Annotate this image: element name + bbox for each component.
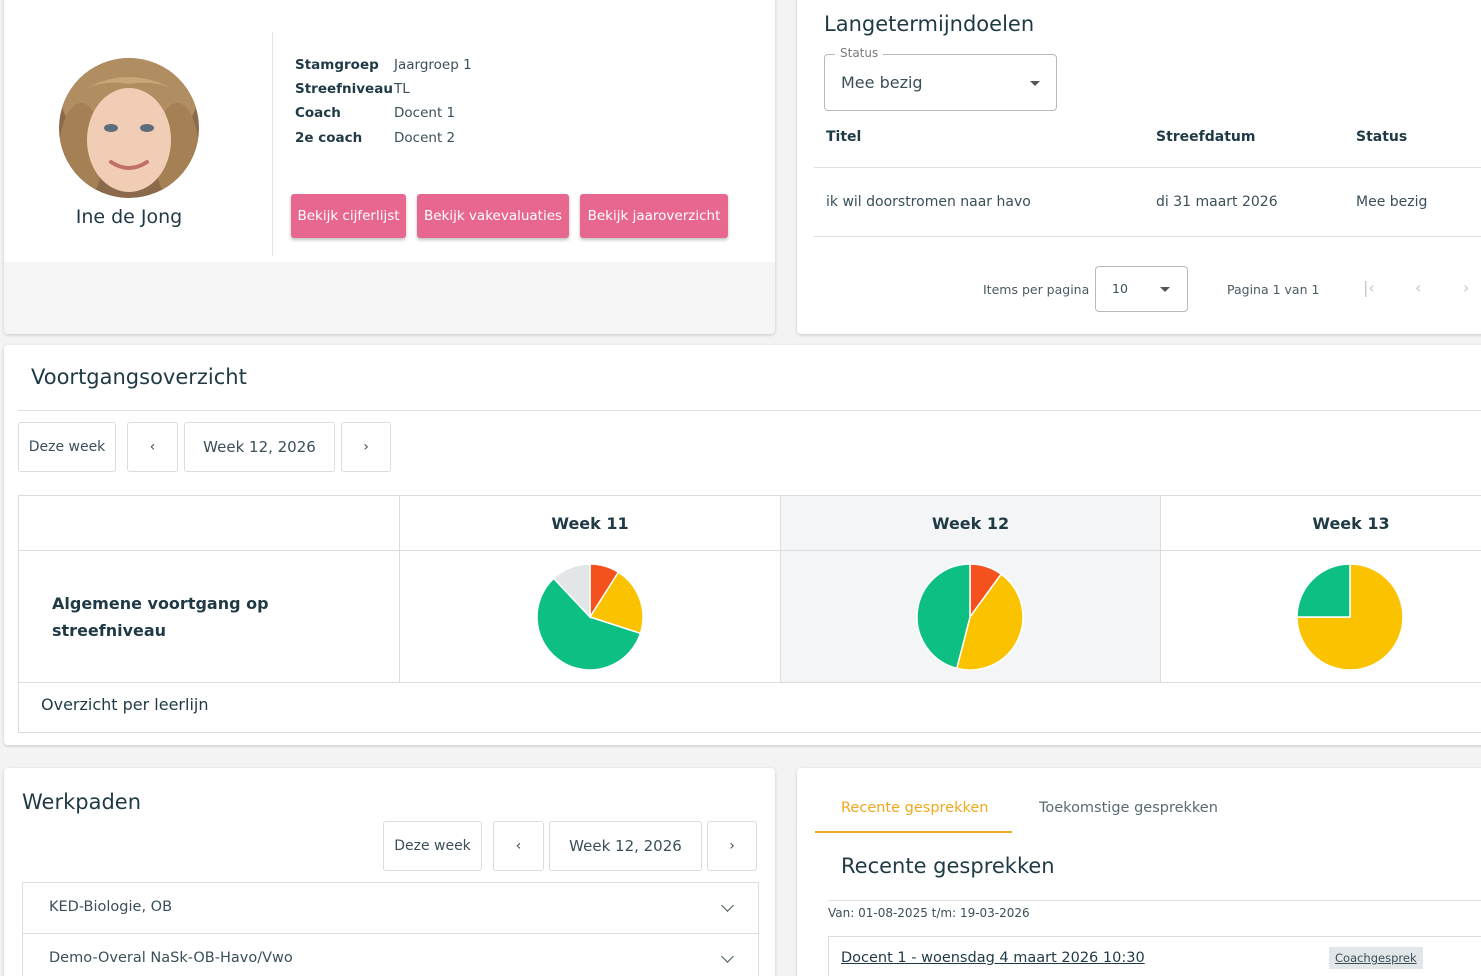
pie-chart-week-13	[1296, 563, 1404, 671]
info-value: Docent 1	[394, 105, 456, 121]
bekijk-jaaroverzicht-button[interactable]: Bekijk jaaroverzicht	[580, 194, 728, 238]
progress-row-label: Algemene voortgang op streefniveau	[52, 594, 269, 640]
overzicht-per-leerlijn-link[interactable]: Overzicht per leerlijn	[41, 695, 209, 714]
bekijk-cijferlijst-button[interactable]: Bekijk cijferlijst	[291, 194, 406, 238]
bekijk-vakevaluaties-button[interactable]: Bekijk vakevaluaties	[417, 194, 569, 238]
werkpad-item[interactable]: Demo-Overal NaSk-OB-Havo/Vwo	[22, 933, 759, 976]
items-per-page-value: 10	[1112, 281, 1128, 296]
tab-recente-gesprekken[interactable]: Recente gesprekken	[841, 800, 989, 816]
chevron-down-icon	[721, 899, 734, 912]
pie-chart-week-12	[916, 563, 1024, 671]
page-indicator: Pagina 1 van 1	[1227, 282, 1320, 297]
week-header-13: Week 13	[1312, 513, 1390, 533]
cell-streefdatum: di 31 maart 2026	[1156, 194, 1278, 210]
items-per-page-label: Items per pagina	[983, 282, 1090, 297]
deze-week-button[interactable]: Deze week	[18, 422, 116, 472]
items-per-page-select[interactable]: 10	[1095, 266, 1188, 312]
info-key: 2e coach	[295, 130, 363, 146]
table-divider	[814, 167, 1481, 168]
info-value: Docent 2	[394, 130, 456, 146]
chevron-right-icon: ›	[363, 439, 369, 455]
deze-week-button[interactable]: Deze week	[383, 821, 482, 871]
langetermijndoelen-card: Langetermijndoelen Status Mee bezig Tite…	[797, 0, 1481, 334]
next-page-icon[interactable]: ›	[1463, 278, 1470, 297]
divider	[272, 32, 273, 256]
werkpaden-card: Werkpaden Deze week ‹ Week 12, 2026 › KE…	[4, 768, 775, 976]
previous-week-button[interactable]: ‹	[493, 821, 544, 871]
section-divider	[18, 410, 1481, 411]
caret-down-icon	[1030, 81, 1040, 86]
chevron-left-icon: ‹	[149, 439, 156, 455]
werkpad-item[interactable]: KED-Biologie, OB	[22, 882, 759, 934]
chevron-right-icon: ›	[729, 838, 735, 854]
column-header-streefdatum[interactable]: Streefdatum	[1156, 129, 1256, 145]
cell-status: Mee bezig	[1356, 194, 1428, 210]
chevron-left-icon: ‹	[515, 838, 522, 854]
column-header-titel[interactable]: Titel	[826, 129, 862, 145]
pie-slice-green	[916, 563, 971, 670]
werkpad-label: KED-Biologie, OB	[49, 899, 173, 915]
status-select-label: Status	[835, 46, 884, 60]
current-week-button[interactable]: Week 12, 2026	[549, 821, 702, 871]
active-tab-indicator	[815, 831, 1012, 833]
gesprek-item: Docent 1 - woensdag 4 maart 2026 10:30 C…	[828, 936, 1481, 976]
week-header-11: Week 11	[551, 513, 629, 533]
student-name: Ine de Jong	[75, 206, 183, 228]
werkpad-label: Demo-Overal NaSk-OB-Havo/Vwo	[49, 950, 293, 966]
info-key: Coach	[295, 105, 341, 121]
previous-week-button[interactable]: ‹	[127, 422, 178, 472]
grid-column-divider	[1160, 496, 1161, 682]
date-range: Van: 01-08-2025 t/m: 19-03-2026	[828, 906, 1030, 920]
progress-grid: Week 11 Week 12 Week 13 Algemene voortga…	[18, 495, 1481, 733]
pie-slice-grey	[552, 563, 591, 619]
pie-slice-yellow	[955, 573, 1024, 671]
gesprek-type-badge[interactable]: Coachgesprek	[1329, 947, 1423, 969]
table-divider	[814, 236, 1481, 237]
pie-chart-week-11	[536, 563, 644, 671]
next-week-button[interactable]: ›	[707, 821, 757, 871]
info-key: Streefniveau	[295, 81, 393, 97]
previous-page-icon[interactable]: ‹	[1415, 278, 1422, 297]
chevron-down-icon	[721, 950, 734, 963]
status-select[interactable]: Status Mee bezig	[824, 46, 1057, 111]
grid-divider	[19, 682, 1481, 683]
recente-gesprekken-title: Recente gesprekken	[841, 854, 1055, 878]
pie-slice-green	[536, 577, 642, 671]
student-avatar	[59, 58, 199, 198]
gesprek-link[interactable]: Docent 1 - woensdag 4 maart 2026 10:30	[841, 950, 1145, 966]
tab-toekomstige-gesprekken[interactable]: Toekomstige gesprekken	[1039, 800, 1218, 816]
grid-column-divider	[399, 496, 400, 682]
current-week-button[interactable]: Week 12, 2026	[184, 422, 335, 472]
status-select-value: Mee bezig	[841, 73, 923, 92]
first-page-icon[interactable]: |‹	[1363, 278, 1375, 297]
grid-divider	[19, 550, 1481, 551]
langetermijndoelen-title: Langetermijndoelen	[824, 12, 1035, 36]
week-header-12: Week 12	[931, 513, 1010, 533]
info-key: Stamgroep	[295, 57, 379, 73]
werkpaden-title: Werkpaden	[22, 790, 142, 814]
next-week-button[interactable]: ›	[341, 422, 391, 472]
voortgangsoverzicht-card: Voortgangsoverzicht Deze week ‹ Week 12,…	[4, 345, 1481, 745]
info-value: Jaargroep 1	[394, 57, 472, 73]
gesprekken-card: Recente gesprekken Toekomstige gesprekke…	[797, 768, 1481, 976]
section-divider	[828, 900, 1481, 901]
student-profile-card: Ine de Jong Stamgroep Jaargroep 1 Streef…	[4, 0, 775, 334]
voortgangsoverzicht-title: Voortgangsoverzicht	[31, 365, 247, 389]
pie-slice-yellow	[588, 571, 644, 635]
grid-column-divider	[780, 496, 781, 682]
cell-titel: ik wil doorstromen naar havo	[826, 194, 1031, 210]
info-value: TL	[394, 81, 410, 97]
pie-slice-green	[1296, 563, 1351, 618]
profile-card-footer	[4, 262, 775, 334]
column-header-status[interactable]: Status	[1356, 129, 1408, 145]
caret-down-icon	[1160, 287, 1170, 292]
